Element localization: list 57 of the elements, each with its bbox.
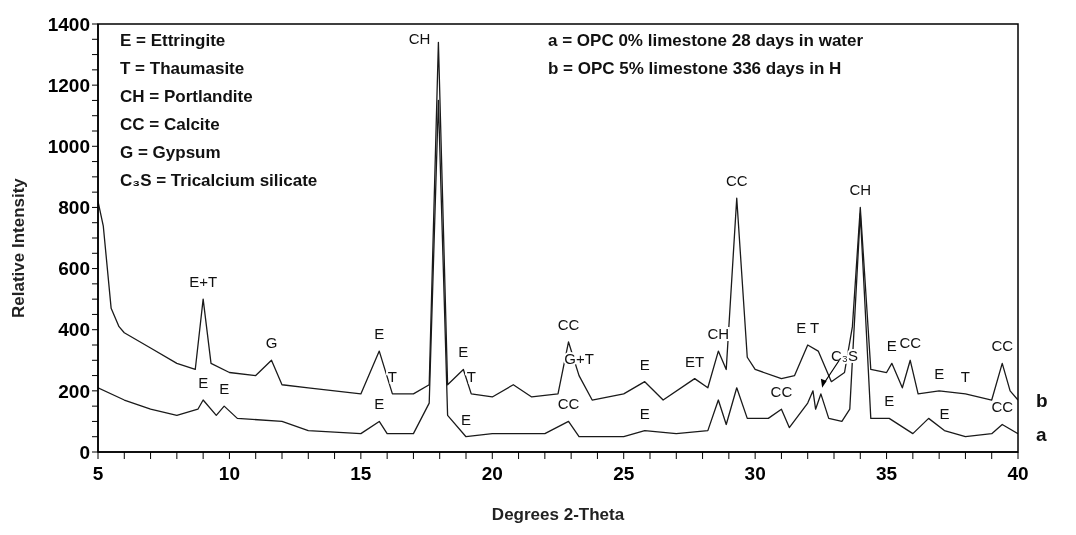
- annotation: CC: [899, 334, 922, 352]
- series-label: b: [1036, 390, 1048, 412]
- annotation: a = OPC 0% limestone 28 days in water: [548, 31, 864, 50]
- annotation: G = Gypsum: [120, 143, 221, 162]
- x-tick-label: 30: [744, 463, 766, 485]
- x-tick-label: 10: [218, 463, 240, 485]
- y-axis-title: Relative Intensity: [9, 177, 29, 318]
- annotation: E: [934, 364, 945, 382]
- annotation: T = Thaumasite: [120, 59, 245, 78]
- annotation: T: [466, 367, 476, 385]
- y-tick-label: 200: [58, 380, 90, 402]
- y-tick-label: 600: [58, 258, 90, 280]
- annotation: E: [374, 325, 385, 343]
- annotation: CH: [849, 181, 872, 199]
- x-tick-label: 35: [876, 463, 898, 485]
- x-tick-label: 40: [1007, 463, 1029, 485]
- annotation: CH = Portlandite: [120, 87, 253, 106]
- annotation: E: [884, 392, 895, 410]
- y-tick-label: 0: [79, 441, 90, 463]
- annotation: E+T: [189, 273, 218, 291]
- annotation: ET: [685, 352, 705, 370]
- annotation: CC: [991, 398, 1014, 416]
- x-tick-label: 20: [481, 463, 503, 485]
- annotation: E: [939, 404, 950, 422]
- annotation: T: [960, 367, 971, 385]
- annotation: E T: [796, 319, 820, 336]
- annotation: CH: [408, 30, 431, 47]
- annotation: CC: [991, 337, 1014, 355]
- annotation: b = OPC 5% limestone 336 days in H: [548, 59, 842, 78]
- annotation: E: [219, 380, 230, 398]
- annotation: C₃S = Tricalcium silicate: [120, 171, 318, 190]
- y-tick-label: 800: [58, 197, 90, 219]
- x-tick-label: 15: [350, 463, 372, 485]
- annotation: G: [265, 334, 278, 352]
- y-tick-label: 400: [58, 319, 90, 341]
- annotation: E: [458, 343, 469, 361]
- y-tick-label: 1200: [47, 74, 90, 96]
- x-tick-label: 5: [92, 463, 104, 485]
- annotation: E: [198, 374, 209, 392]
- annotation: CC: [725, 172, 748, 190]
- annotation: E: [639, 404, 650, 422]
- x-axis-title: Degrees 2-Theta: [491, 505, 625, 524]
- y-tick-label: 1000: [47, 136, 90, 158]
- annotation: E: [460, 410, 472, 428]
- annotation: E: [374, 395, 385, 413]
- annotation: CC: [770, 383, 793, 401]
- annotation: CC: [557, 315, 580, 333]
- series-label: a: [1036, 423, 1047, 445]
- x-tick-label: 25: [613, 463, 635, 485]
- annotation: E: [886, 337, 897, 355]
- annotation: E: [639, 355, 650, 373]
- y-tick-label: 1400: [47, 13, 90, 35]
- annotation: CC = Calcite: [120, 115, 220, 134]
- annotation: CC: [557, 395, 580, 413]
- annotation: CH: [707, 325, 730, 343]
- annotation: E = Ettringite: [120, 31, 226, 50]
- annotation: T: [387, 367, 397, 385]
